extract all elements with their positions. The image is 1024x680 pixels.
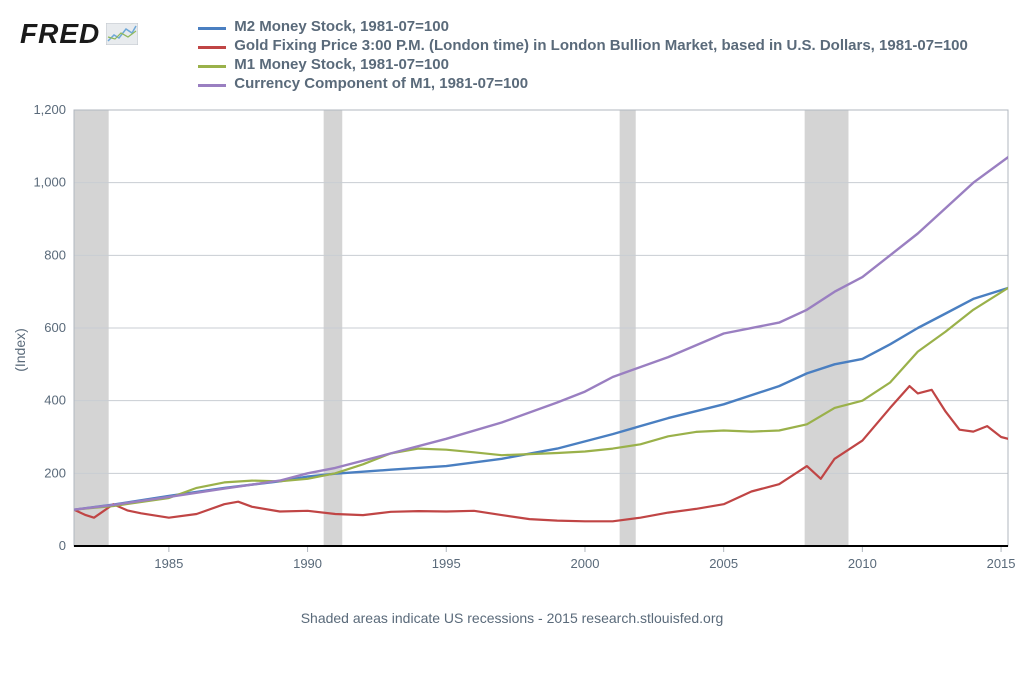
legend-item: Currency Component of M1, 1981-07=100: [198, 75, 1004, 92]
series-currency: [74, 157, 1008, 510]
svg-text:0: 0: [59, 538, 66, 553]
svg-text:2005: 2005: [709, 556, 738, 571]
svg-text:600: 600: [44, 320, 66, 335]
svg-text:200: 200: [44, 465, 66, 480]
legend-swatch: [198, 84, 226, 87]
svg-text:2000: 2000: [571, 556, 600, 571]
legend-swatch: [198, 65, 226, 68]
legend-label: M2 Money Stock, 1981-07=100: [234, 18, 449, 35]
svg-text:1990: 1990: [293, 556, 322, 571]
chart-svg: 0 200 400 600 800 1,000 1,200 1985 1990 1995 2000 2…: [0, 100, 1024, 600]
legend-item: M2 Money Stock, 1981-07=100: [198, 18, 1004, 35]
legend-swatch: [198, 46, 226, 49]
logo-chart-icon: [106, 23, 138, 45]
svg-text:800: 800: [44, 247, 66, 262]
svg-text:1,000: 1,000: [33, 175, 66, 190]
header: FRED M2 Money Stock, 1981-07=100 Gold Fix…: [0, 0, 1024, 100]
legend-label: Gold Fixing Price 3:00 P.M. (London time…: [234, 37, 968, 54]
legend-swatch: [198, 27, 226, 30]
fred-logo: FRED: [20, 18, 138, 50]
legend-label: Currency Component of M1, 1981-07=100: [234, 75, 528, 92]
series-m2: [74, 288, 1008, 510]
legend-label: M1 Money Stock, 1981-07=100: [234, 56, 449, 73]
svg-text:2015: 2015: [987, 556, 1016, 571]
logo-text: FRED: [20, 18, 100, 50]
legend-item: M1 Money Stock, 1981-07=100: [198, 56, 1004, 73]
legend-item: Gold Fixing Price 3:00 P.M. (London time…: [198, 37, 1004, 54]
chart-caption: Shaded areas indicate US recessions - 20…: [0, 610, 1024, 626]
svg-text:400: 400: [44, 393, 66, 408]
chart-legend: M2 Money Stock, 1981-07=100 Gold Fixing P…: [198, 18, 1004, 94]
chart-area: (Index) 02004006008001,0001,200198519901…: [0, 100, 1024, 600]
svg-text:1985: 1985: [154, 556, 183, 571]
svg-text:1,200: 1,200: [33, 102, 66, 117]
svg-text:1995: 1995: [432, 556, 461, 571]
svg-text:2010: 2010: [848, 556, 877, 571]
series-m1: [74, 288, 1008, 510]
